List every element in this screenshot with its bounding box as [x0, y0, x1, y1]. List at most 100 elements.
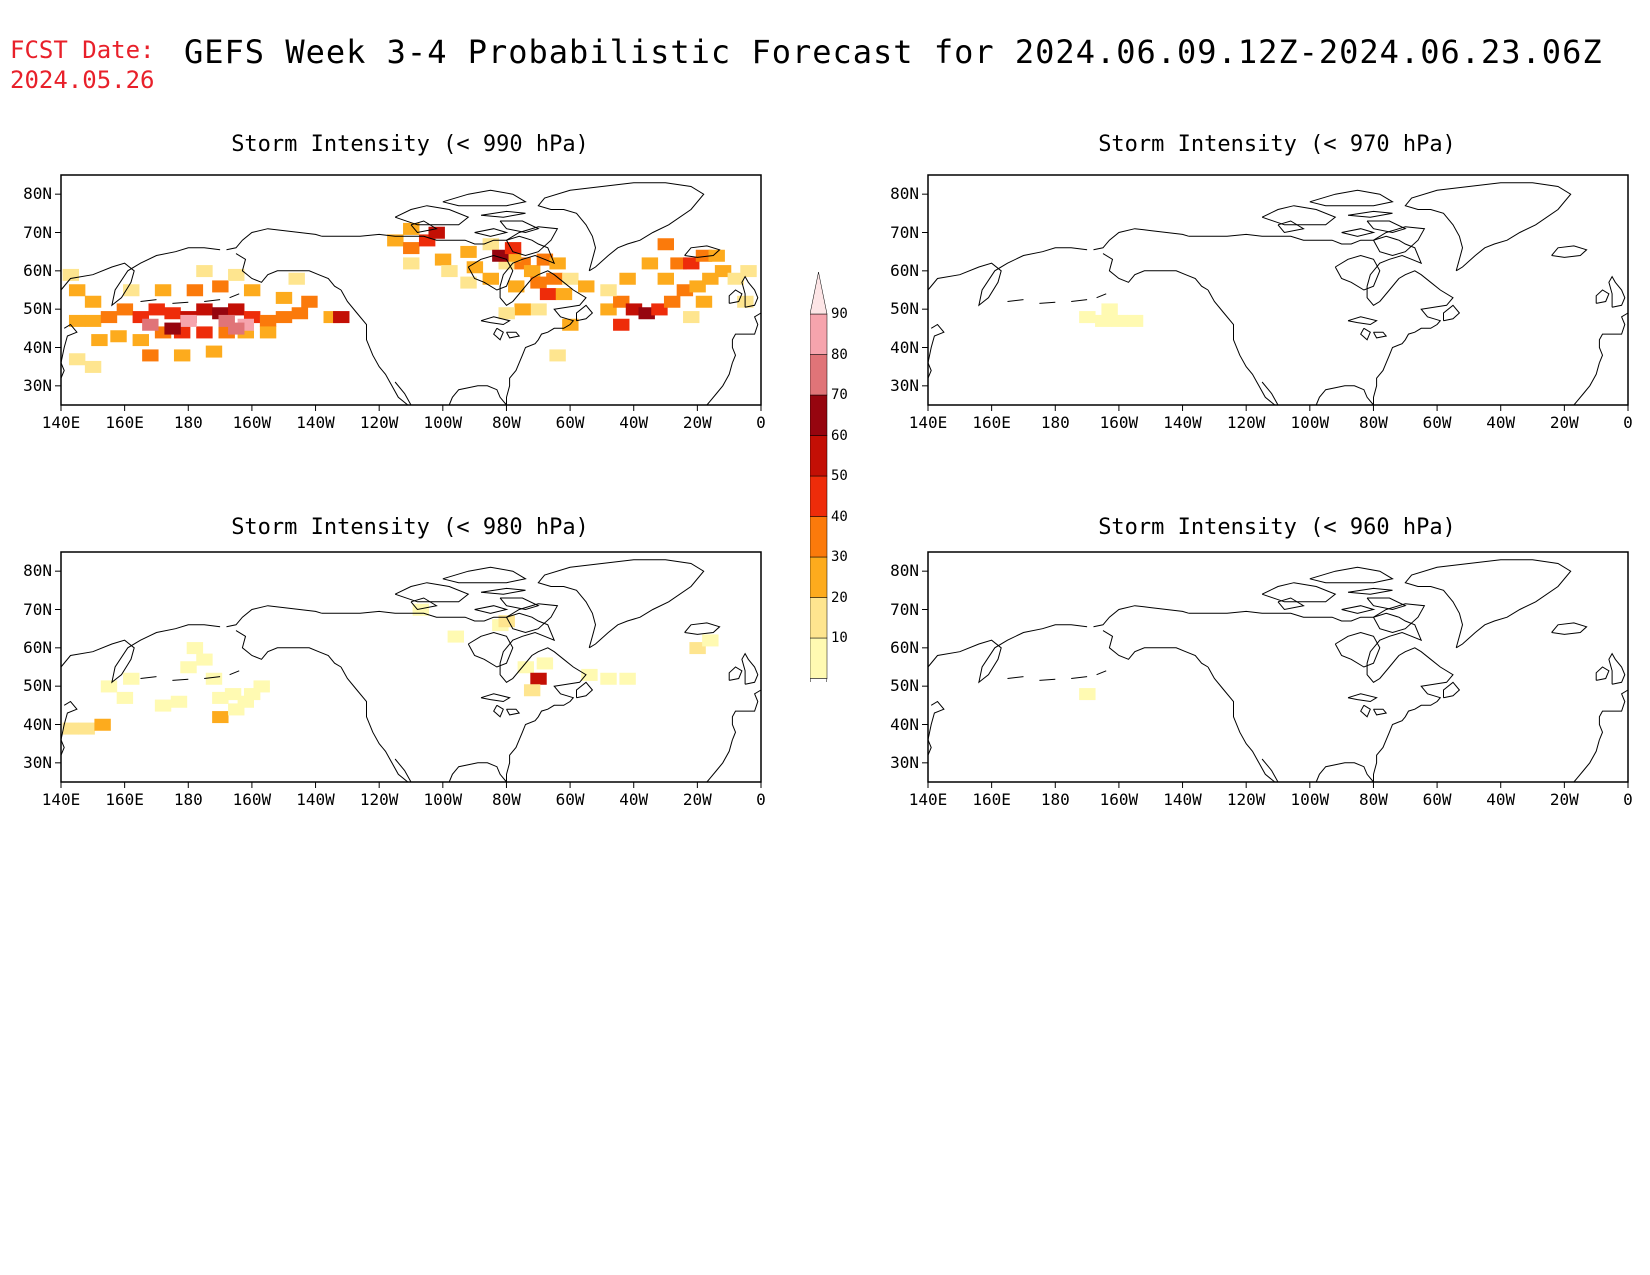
coastline — [1007, 299, 1024, 302]
coastline — [1039, 301, 1056, 304]
probability-cell — [549, 349, 566, 362]
lon-tick-label: 180 — [1040, 790, 1070, 809]
colorbar-top-arrow — [809, 271, 828, 315]
coastline — [728, 666, 743, 681]
coastline — [1341, 228, 1376, 237]
coastline — [321, 610, 587, 782]
lon-tick-label: 80W — [1359, 790, 1388, 809]
probability-cell — [683, 311, 700, 324]
probability-cell — [702, 634, 719, 647]
lat-tick-label: 40N — [23, 714, 52, 734]
lat-tick-label: 50N — [23, 299, 52, 319]
coastline — [60, 700, 78, 740]
lon-tick-label: 0 — [756, 413, 766, 432]
lon-tick-label: 140E — [41, 413, 81, 432]
probability-cell — [1079, 688, 1096, 701]
coastline — [927, 247, 1088, 307]
colorbar-label: 50 — [831, 468, 848, 484]
coastline — [1071, 676, 1088, 679]
coastline — [394, 381, 412, 406]
probability-cell — [676, 284, 694, 297]
coastline — [1188, 233, 1454, 405]
coastline — [684, 245, 721, 258]
colorbar-segment — [809, 354, 828, 396]
coastline — [480, 587, 526, 595]
lat-tick-label: 60N — [23, 637, 52, 657]
probability-cell — [441, 265, 458, 278]
coastline — [506, 603, 559, 634]
probability-cell — [514, 303, 531, 316]
probability-cell — [530, 303, 547, 316]
coastline — [1315, 762, 1374, 783]
probability-cell — [530, 672, 547, 685]
coastline — [1366, 597, 1407, 611]
coastline — [474, 228, 509, 237]
coastline — [1347, 210, 1393, 218]
map-svg — [922, 174, 1629, 411]
coastline — [1551, 245, 1588, 258]
panel-title-980: Storm Intensity (< 980 hPa) — [231, 515, 589, 540]
coastline — [537, 559, 705, 649]
coastline — [1608, 275, 1626, 308]
coastline — [1334, 631, 1381, 668]
coastline — [927, 323, 945, 363]
lat-tick-label: 60N — [890, 260, 919, 280]
map-frame — [60, 174, 762, 406]
lon-tick-label: 160E — [105, 790, 144, 809]
coastline — [1093, 605, 1190, 628]
probability-cell — [91, 334, 108, 347]
probability-cell — [695, 249, 713, 262]
lon-tick-label: 20W — [1549, 790, 1579, 809]
coastline — [394, 205, 470, 226]
coastline — [1261, 758, 1279, 783]
colorbar-segment — [809, 475, 828, 517]
probability-cell — [714, 265, 732, 278]
coastline — [1277, 220, 1305, 234]
map-svg — [922, 551, 1629, 788]
map-frame — [927, 551, 1629, 783]
coastline — [499, 597, 540, 611]
lon-tick-label: 160W — [1099, 790, 1139, 809]
coastline — [321, 233, 587, 405]
panel-title-990: Storm Intensity (< 990 hPa) — [231, 132, 589, 157]
colorbar-segment — [809, 556, 828, 598]
probability-cell — [275, 311, 293, 324]
coastline — [927, 700, 945, 740]
probability-cell — [123, 284, 140, 297]
probability-cell — [228, 322, 245, 335]
probability-cell — [466, 261, 484, 274]
coastline — [410, 220, 438, 234]
coastline — [1360, 327, 1371, 341]
coastline — [1096, 293, 1107, 299]
probability-cell — [663, 295, 681, 308]
lon-tick-label: 160W — [232, 413, 272, 432]
coastline — [499, 220, 540, 234]
coastline — [1595, 289, 1610, 304]
probability-cell — [116, 303, 134, 316]
probability-cell — [180, 661, 197, 674]
coastline — [1347, 316, 1378, 326]
coastline — [1261, 582, 1337, 603]
probability-cell — [403, 257, 420, 270]
probability-cell — [600, 672, 617, 685]
coastline — [1007, 676, 1024, 679]
probability-cell — [613, 295, 630, 308]
probability-cell — [62, 722, 79, 735]
probability-cell — [523, 265, 541, 278]
lon-tick-label: 80W — [1359, 413, 1388, 432]
probability-cell — [212, 711, 229, 724]
probability-cell — [555, 288, 573, 301]
probability-cell — [186, 642, 204, 655]
coastline — [1595, 666, 1610, 681]
probability-cell — [186, 284, 204, 297]
lon-tick-label: 100W — [1290, 413, 1330, 432]
coastline — [340, 666, 409, 783]
coastline — [204, 299, 221, 302]
map-svg — [55, 551, 762, 788]
colorbar-label: 10 — [831, 630, 848, 646]
probability-cell — [78, 722, 95, 735]
probability-cell — [1101, 303, 1118, 316]
lon-tick-label: 80W — [492, 413, 521, 432]
colorbar-segment — [809, 394, 828, 436]
probability-cell — [275, 291, 293, 304]
